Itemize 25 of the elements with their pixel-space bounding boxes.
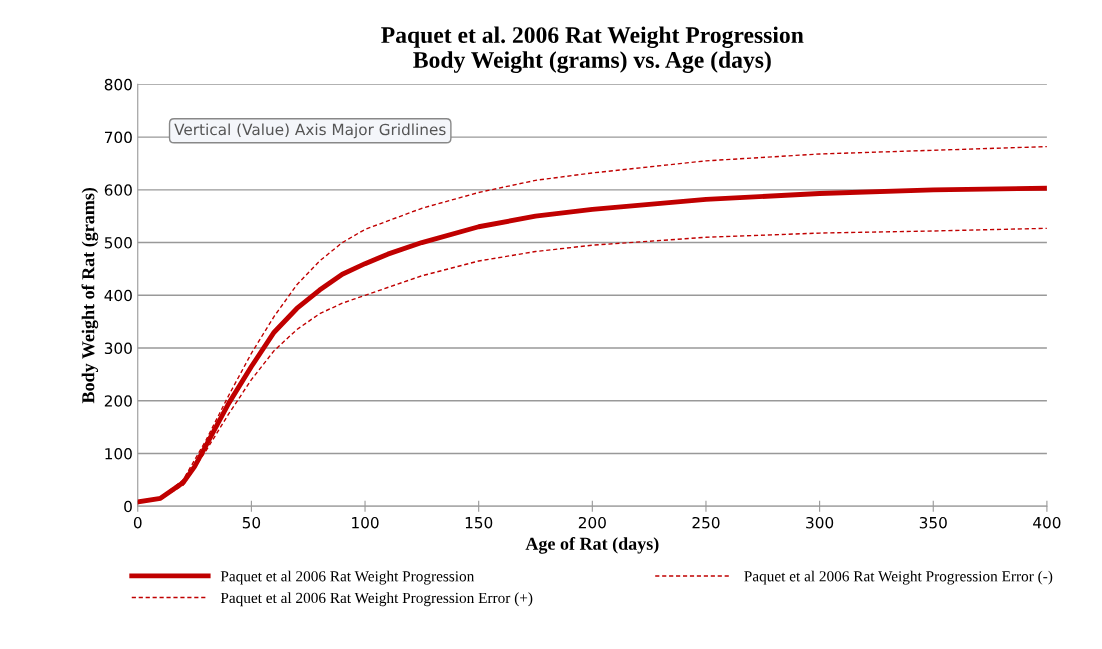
legend-label: Paquet et al 2006 Rat Weight Progression (220, 570, 475, 585)
annotation: Vertical (Value) Axis Major Gridlines (174, 123, 446, 139)
y-tick-label: 200 (104, 395, 132, 407)
x-axis-title: Age of Rat (days) (525, 536, 659, 554)
y-tick-label: 100 (105, 447, 132, 460)
y-axis-title: Body Weight of Rat (grams) (81, 187, 99, 404)
x-tick-label: 0 (133, 516, 142, 529)
x-tick-label: 350 (919, 516, 947, 529)
y-tick-label: 500 (104, 237, 132, 249)
legend-label: Paquet et al 2006 Rat Weight Progression Error (-) (744, 570, 1053, 585)
x-tick-label: 100 (352, 516, 379, 529)
x-tick-label: 250 (692, 516, 720, 529)
x-tick-label: 150 (465, 516, 493, 529)
y-tick-label: 0 (124, 500, 132, 513)
x-tick-label: 400 (1033, 516, 1061, 529)
y-tick-label: 800 (104, 78, 132, 91)
legend-label: Paquet et al 2006 Rat Weight Progression Error (+) (220, 592, 533, 607)
y-tick-label: 400 (104, 289, 132, 302)
y-tick-label: 600 (104, 184, 132, 196)
y-tick-label: 700 (104, 131, 132, 144)
x-tick-label: 300 (806, 516, 834, 529)
y-tick-label: 300 (104, 342, 132, 355)
chart-title: Paquet et al. 2006 Rat Weight Progression Body Weight (grams) vs. Age (days) (381, 26, 804, 73)
x-tick-label: 50 (242, 516, 261, 529)
x-tick-label: 200 (578, 516, 606, 529)
